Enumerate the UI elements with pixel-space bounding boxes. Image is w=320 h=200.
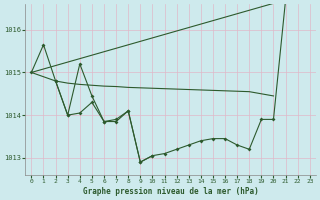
X-axis label: Graphe pression niveau de la mer (hPa): Graphe pression niveau de la mer (hPa)	[83, 187, 259, 196]
